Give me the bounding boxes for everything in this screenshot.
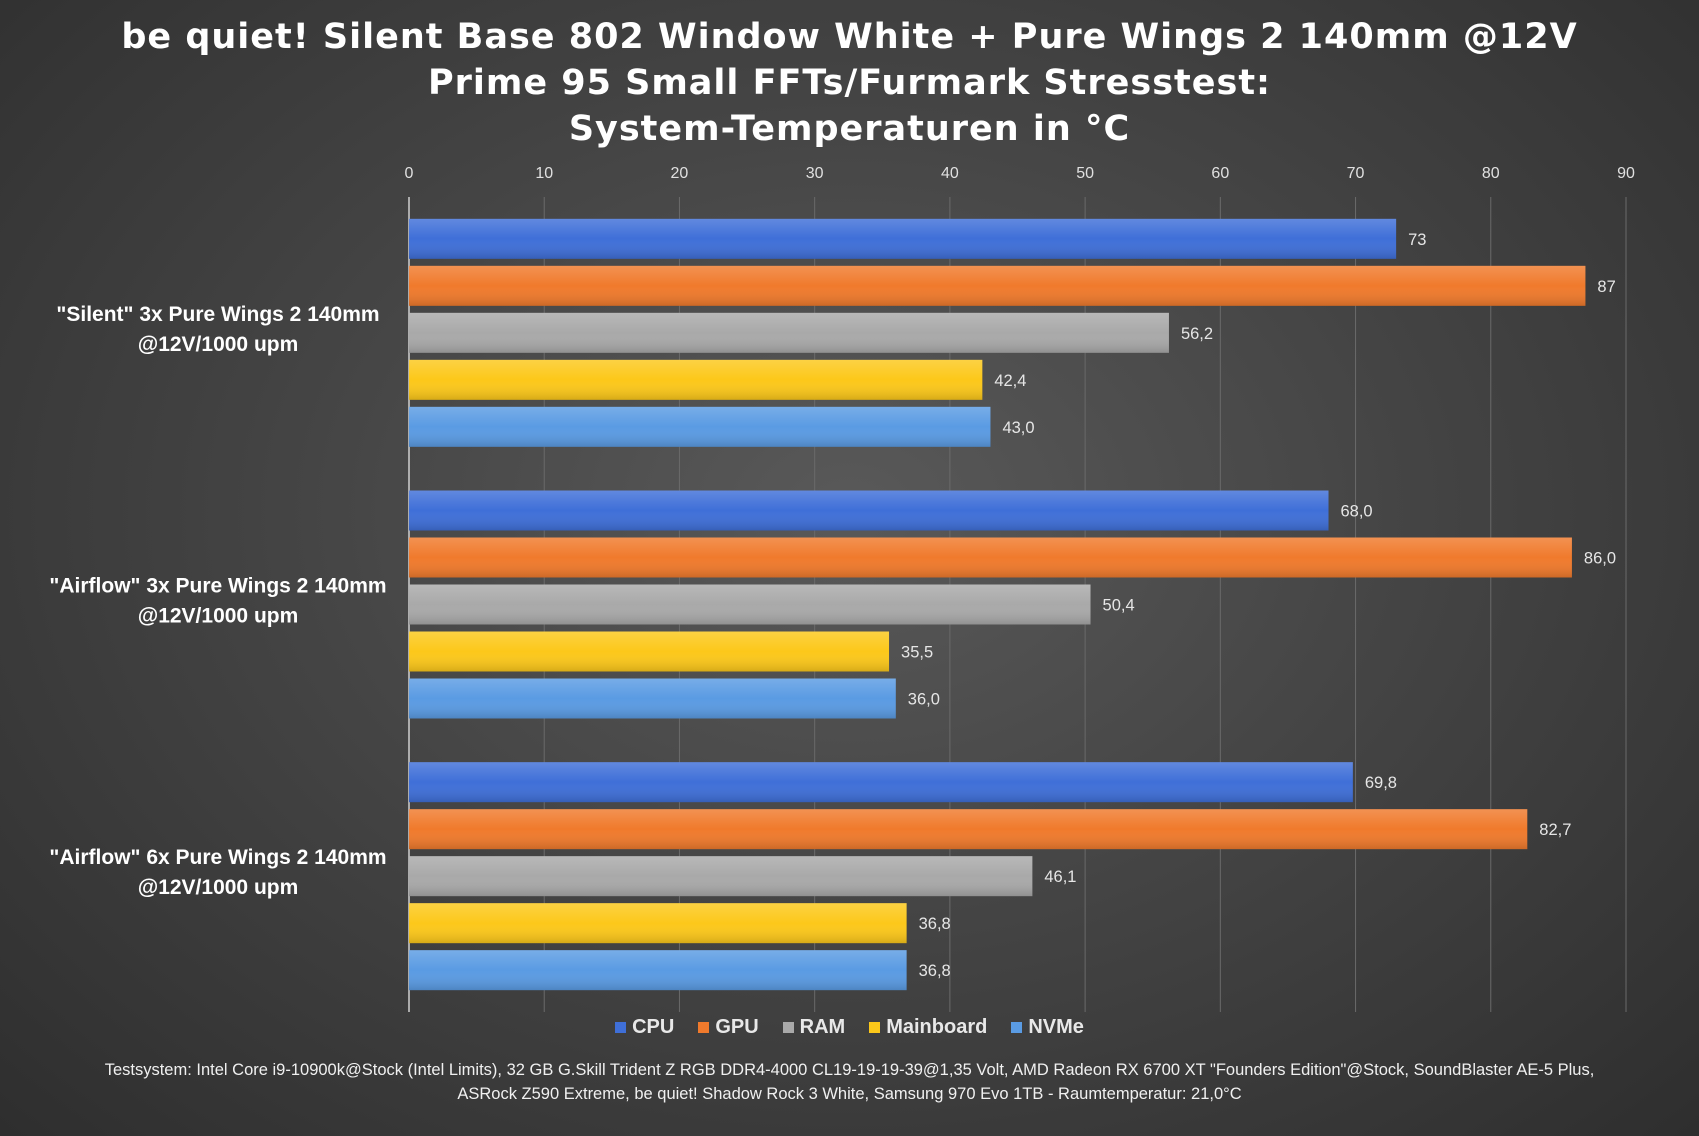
legend-item-mainboard: Mainboard bbox=[869, 1016, 987, 1039]
x-tick-label: 70 bbox=[1347, 165, 1365, 182]
title-line-2: Prime 95 Small FFTs/Furmark Stresstest: bbox=[427, 63, 1272, 103]
legend-item-nvme: NVMe bbox=[1011, 1016, 1084, 1039]
data-label: 35,5 bbox=[901, 644, 933, 662]
legend-swatch-ram bbox=[782, 1022, 794, 1033]
category-label: @12V/1000 upm bbox=[138, 333, 299, 356]
data-label: 36,8 bbox=[919, 962, 951, 980]
bar-shade bbox=[409, 950, 907, 991]
data-label: 43,0 bbox=[1002, 419, 1034, 437]
bar-shade bbox=[409, 809, 1528, 850]
legend-item-cpu: CPU bbox=[615, 1016, 674, 1039]
legend-swatch-mainboard bbox=[869, 1022, 881, 1033]
title-line-3: System-Temperaturen in °C bbox=[568, 109, 1131, 149]
data-label: 36,0 bbox=[908, 691, 940, 709]
data-label: 87 bbox=[1597, 278, 1615, 296]
x-tick-label: 30 bbox=[806, 165, 824, 182]
bar-shade bbox=[409, 265, 1586, 306]
category-label: "Airflow" 6x Pure Wings 2 140mm bbox=[49, 846, 386, 869]
legend-swatch-gpu bbox=[698, 1022, 710, 1033]
legend-label-cpu: CPU bbox=[632, 1016, 675, 1038]
bar-shade bbox=[409, 312, 1169, 353]
category-label: @12V/1000 upm bbox=[138, 876, 299, 899]
data-labels: 73 87 56,2 42,4 43,0 68,0 86,0 50,4 35,5 36,0 69,8… bbox=[901, 231, 1616, 980]
bar-shade bbox=[409, 406, 991, 447]
data-label: 69,8 bbox=[1365, 774, 1397, 792]
legend-item-ram: RAM bbox=[782, 1016, 846, 1039]
data-label: 82,7 bbox=[1539, 821, 1571, 839]
legend-item-gpu: GPU bbox=[698, 1016, 759, 1039]
category-label: @12V/1000 upm bbox=[138, 605, 299, 628]
title-line-1: be quiet! Silent Base 802 Window White +… bbox=[121, 17, 1578, 57]
data-label: 68,0 bbox=[1341, 503, 1373, 521]
data-label: 42,4 bbox=[994, 372, 1026, 390]
category-label: "Silent" 3x Pure Wings 2 140mm bbox=[56, 303, 379, 326]
footnote-line-1: Testsystem: Intel Core i9-10900k@Stock (… bbox=[104, 1061, 1595, 1079]
data-label: 36,8 bbox=[919, 915, 951, 933]
bars bbox=[409, 218, 1586, 991]
legend-swatch-nvme bbox=[1011, 1022, 1023, 1033]
data-label: 73 bbox=[1408, 231, 1426, 249]
footnote: Testsystem: Intel Core i9-10900k@Stock (… bbox=[0, 1058, 1699, 1106]
data-label: 56,2 bbox=[1181, 325, 1213, 343]
x-tick-label: 90 bbox=[1617, 165, 1635, 182]
bar-shade bbox=[409, 856, 1033, 897]
x-axis-ticks: 0 10 20 30 40 50 60 70 80 90 bbox=[405, 165, 1635, 182]
x-tick-label: 0 bbox=[405, 165, 414, 182]
legend-label-nvme: NVMe bbox=[1028, 1016, 1084, 1038]
category-label: "Airflow" 3x Pure Wings 2 140mm bbox=[49, 575, 386, 598]
data-label: 50,4 bbox=[1103, 597, 1135, 615]
bar-shade bbox=[409, 678, 896, 719]
legend: CPU GPU RAM Mainboard NVMe bbox=[0, 1016, 1699, 1039]
x-tick-label: 10 bbox=[535, 165, 553, 182]
data-label: 46,1 bbox=[1044, 868, 1076, 886]
chart-title: be quiet! Silent Base 802 Window White +… bbox=[0, 14, 1699, 152]
bar-shade bbox=[409, 537, 1572, 578]
x-tick-label: 40 bbox=[941, 165, 959, 182]
legend-label-ram: RAM bbox=[799, 1016, 846, 1038]
legend-swatch-cpu bbox=[615, 1022, 627, 1033]
x-tick-label: 50 bbox=[1076, 165, 1094, 182]
x-tick-label: 20 bbox=[671, 165, 689, 182]
bar-shade bbox=[409, 631, 890, 672]
x-tick-label: 80 bbox=[1482, 165, 1500, 182]
category-labels: "Silent" 3x Pure Wings 2 140mm @12V/1000 … bbox=[49, 303, 386, 899]
legend-label-mainboard: Mainboard bbox=[886, 1016, 988, 1038]
bar-shade bbox=[409, 903, 907, 944]
legend-label-gpu: GPU bbox=[715, 1016, 759, 1038]
x-tick-label: 60 bbox=[1211, 165, 1229, 182]
bar-shade bbox=[409, 359, 983, 400]
bar-shade bbox=[409, 490, 1329, 531]
bar-shade bbox=[409, 218, 1397, 259]
bar-shade bbox=[409, 762, 1353, 803]
bar-shade bbox=[409, 584, 1091, 625]
footnote-line-2: ASRock Z590 Extreme, be quiet! Shadow Ro… bbox=[457, 1085, 1242, 1103]
data-label: 86,0 bbox=[1584, 550, 1616, 568]
